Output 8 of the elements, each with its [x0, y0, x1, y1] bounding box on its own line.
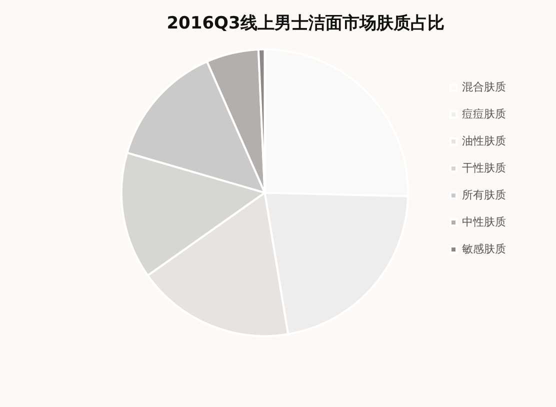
chart-title: 2016Q3线上男士洁面市场肤质占比: [166, 14, 444, 34]
legend-label: 所有肤质: [462, 188, 506, 202]
legend-label: 敏感肤质: [462, 242, 506, 256]
legend-label: 痘痘肤质: [462, 107, 506, 120]
legend-label: 干性肤质: [462, 161, 506, 174]
legend-label: 中性肤质: [462, 215, 506, 228]
legend-label: 混合肤质: [462, 80, 506, 94]
legend-label: 油性肤质: [462, 134, 506, 148]
